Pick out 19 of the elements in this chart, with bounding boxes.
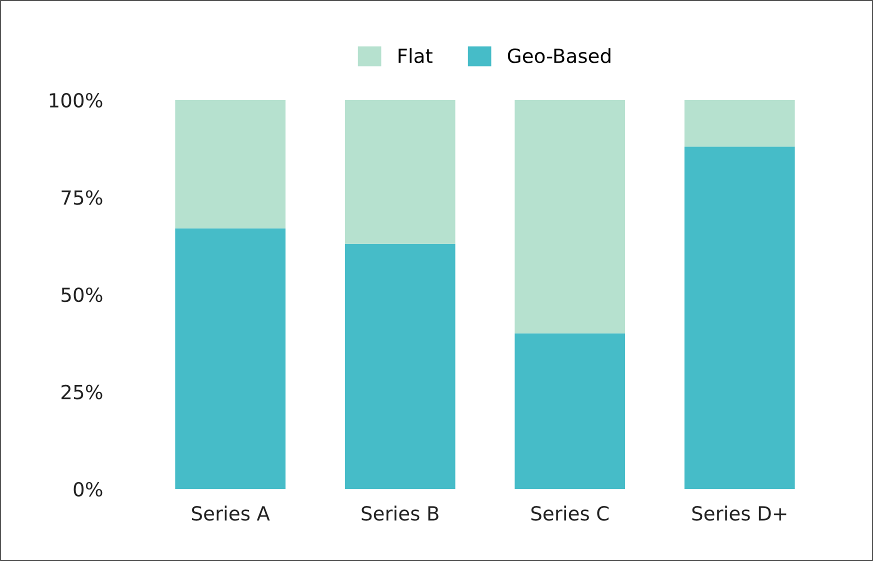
y-tick-label: 25%	[62, 384, 102, 400]
x-tick-label: Series D+	[692, 506, 786, 521]
x-tick-label: Series A	[192, 506, 270, 521]
y-tick-label: 75%	[62, 190, 102, 205]
bar	[684, 146, 795, 489]
x-tick-label: Series C	[531, 506, 609, 521]
y-tick-label: 50%	[62, 287, 102, 302]
bar	[175, 100, 286, 228]
bar	[684, 100, 795, 147]
bar	[344, 244, 456, 489]
bar	[514, 100, 626, 334]
legend-label: Geo-Based	[508, 48, 610, 64]
bar	[514, 333, 626, 489]
y-tick-label: 0%	[74, 482, 102, 497]
bar	[175, 228, 286, 489]
bar	[344, 100, 456, 244]
legend-label: Flat	[398, 48, 432, 64]
y-tick-label: 100%	[50, 92, 102, 108]
x-tick-label: Series B	[362, 506, 438, 521]
